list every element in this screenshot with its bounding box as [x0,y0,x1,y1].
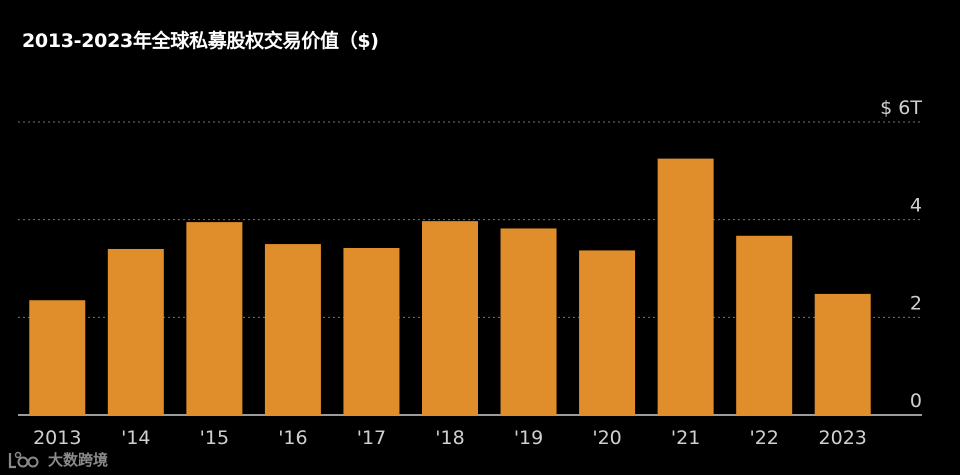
bar [264,244,321,415]
bar [500,228,557,415]
y-tick-label: 4 [910,195,922,217]
x-tick-label: '17 [357,427,386,449]
bar [422,221,478,415]
watermark-text: 大数跨境 [48,451,109,469]
watermark-logo-icon [8,451,39,468]
watermark: 大数跨境 [6,449,108,470]
y-axis-tick-labels: 0 2 4 $ 6T [880,97,922,412]
x-tick-label: '20 [592,427,621,449]
y-tick-label: $ 6T [880,97,922,119]
x-tick-label: '15 [200,427,229,449]
x-tick-label: '14 [121,427,150,449]
x-tick-label: 2023 [819,427,867,449]
bar [579,250,636,415]
bar [186,222,243,415]
bar [657,158,714,415]
bar [736,235,793,415]
x-tick-label: 2013 [33,427,81,449]
x-tick-label: '22 [749,427,778,449]
bars [29,158,871,415]
x-tick-label: '19 [514,427,543,449]
y-tick-label: 2 [910,292,922,314]
x-tick-label: '18 [435,427,464,449]
chart-title: 2013-2023年全球私募股权交易价值（$) [22,30,379,52]
bar [29,300,86,415]
y-tick-label: 0 [910,390,922,412]
x-axis-tick-labels: 2013 '14 '15 '16 '17 '18 '19 '20 '21 '22 2023 [33,427,867,449]
bar [343,247,400,415]
x-tick-label: '21 [671,427,700,449]
bar [814,293,871,415]
bar [107,248,164,415]
x-tick-label: '16 [278,427,307,449]
